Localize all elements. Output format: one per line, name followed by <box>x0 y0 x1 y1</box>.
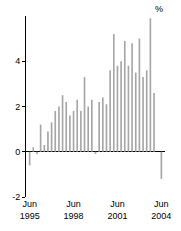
svg-text:Jun2001: Jun2001 <box>107 199 127 221</box>
svg-text:%: % <box>155 4 163 14</box>
svg-text:Jun1998: Jun1998 <box>64 199 84 221</box>
svg-text:Jun1995: Jun1995 <box>20 199 40 221</box>
svg-text:2: 2 <box>15 102 20 112</box>
svg-text:-2: -2 <box>12 192 20 202</box>
svg-text:Jun2004: Jun2004 <box>151 199 171 221</box>
svg-text:4: 4 <box>15 56 20 66</box>
svg-text:0: 0 <box>15 147 20 157</box>
